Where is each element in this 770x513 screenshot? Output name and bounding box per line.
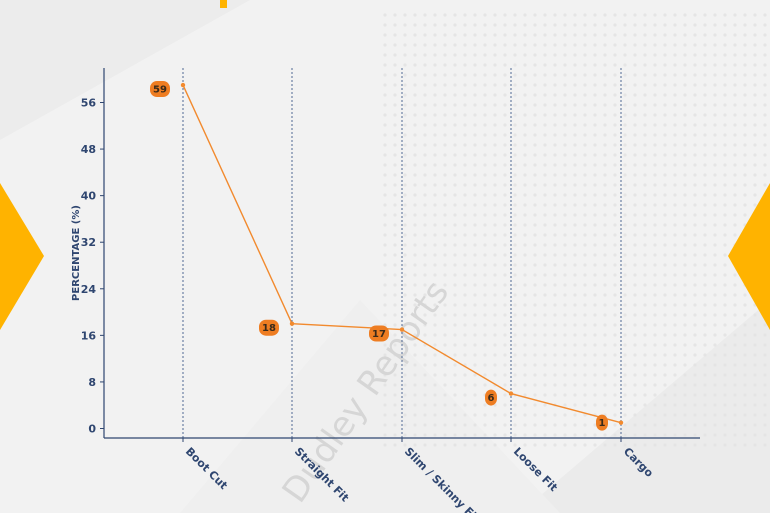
data-point — [180, 82, 186, 88]
gridlines — [182, 68, 622, 438]
x-tick-label: Cargo — [621, 445, 656, 480]
x-tick-label: Boot Cut — [183, 445, 230, 492]
data-labels: 59 18 17 6 1 — [150, 81, 608, 431]
y-tick-label: 56 — [81, 97, 97, 110]
y-axis-title: PERCENTAGE (%) — [71, 205, 82, 301]
x-tick-label: Loose Fit — [511, 445, 560, 494]
x-tick-label: Straight Fit — [292, 445, 351, 504]
y-tick-label: 8 — [88, 376, 96, 389]
y-tick-label: 48 — [81, 143, 96, 156]
x-tick-label: Slim / Skinny Fit — [402, 445, 482, 513]
data-point — [618, 420, 624, 425]
data-label-bubble — [369, 325, 389, 342]
y-ticks: 0 8 16 24 32 40 48 56 — [81, 97, 104, 436]
y-tick-label: 16 — [81, 329, 97, 342]
y-tick-label: 40 — [81, 190, 97, 203]
y-tick-label: 0 — [88, 423, 96, 436]
data-label-bubble — [596, 414, 608, 431]
left-arrow-decoration — [0, 183, 44, 330]
data-label: 6 — [488, 393, 495, 404]
data-point — [289, 321, 295, 326]
y-tick-label: 32 — [81, 236, 96, 249]
data-label: 17 — [372, 329, 386, 340]
data-label-bubble — [150, 81, 170, 98]
data-label-bubble — [259, 319, 279, 336]
data-label-bubble — [485, 389, 497, 406]
data-point — [508, 391, 514, 396]
series-profit-line — [180, 82, 624, 425]
x-ticks: Boot Cut Straight Fit Slim / Skinny Fit Loo… — [182, 438, 656, 513]
data-point — [399, 327, 405, 332]
data-label: 59 — [153, 85, 167, 96]
data-label: 1 — [599, 418, 606, 429]
y-tick-label: 24 — [81, 283, 97, 296]
data-label: 18 — [262, 323, 276, 334]
right-arrow-decoration — [728, 183, 770, 330]
top-accent-bar — [220, 0, 227, 8]
